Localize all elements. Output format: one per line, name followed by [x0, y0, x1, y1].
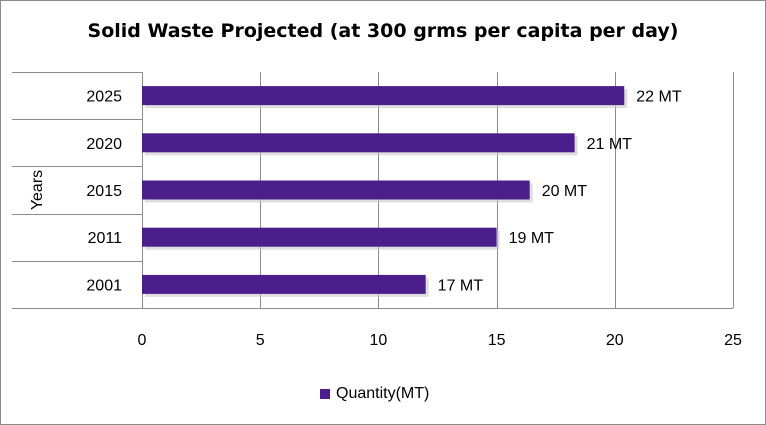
bar	[142, 86, 625, 106]
x-tick-label: 10	[370, 332, 388, 349]
category-label: 2001	[86, 277, 122, 294]
x-tick-label: 5	[256, 332, 265, 349]
data-label: 21 MT	[587, 136, 633, 153]
legend-label: Quantity(MT)	[336, 385, 430, 402]
data-label: 19 MT	[509, 230, 555, 247]
x-tick-label: 15	[488, 332, 506, 349]
category-label: 2020	[86, 136, 122, 153]
data-label: 22 MT	[636, 89, 682, 106]
bar	[142, 227, 497, 247]
x-tick-label: 20	[606, 332, 624, 349]
data-label: 17 MT	[438, 277, 484, 294]
category-label: 2025	[86, 89, 122, 106]
data-label: 20 MT	[542, 183, 588, 200]
bar	[142, 133, 575, 153]
y-axis-title: Years	[29, 170, 46, 210]
chart-title: Solid Waste Projected (at 300 grms per c…	[87, 20, 679, 42]
category-label: 2015	[86, 183, 122, 200]
bar	[142, 274, 426, 294]
x-tick-label: 0	[138, 332, 147, 349]
category-label: 2011	[88, 230, 123, 247]
legend-swatch	[320, 389, 330, 399]
bar	[142, 180, 530, 200]
x-tick-label: 25	[724, 332, 742, 349]
legend: Quantity(MT)	[320, 384, 429, 404]
